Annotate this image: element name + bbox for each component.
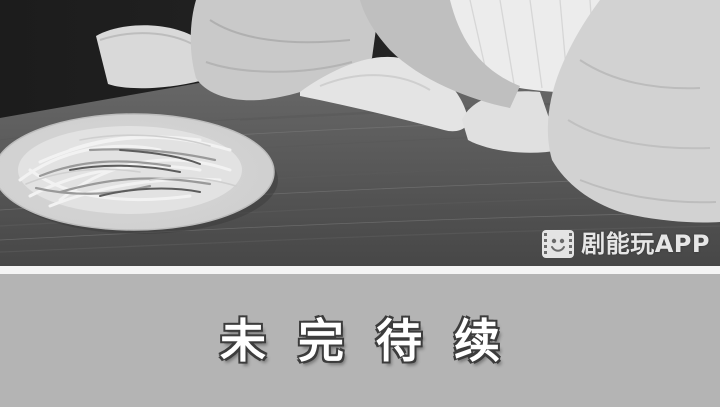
- to-be-continued-caption: 未完待续: [220, 311, 532, 371]
- app-watermark: 剧能玩APP: [541, 226, 710, 262]
- film-face-icon: [541, 227, 575, 261]
- scene-photo: 剧能玩APP: [0, 0, 720, 266]
- watermark-text: 剧能玩APP: [581, 226, 710, 262]
- caption-banner: 未完待续: [0, 274, 720, 407]
- divider: [0, 266, 720, 274]
